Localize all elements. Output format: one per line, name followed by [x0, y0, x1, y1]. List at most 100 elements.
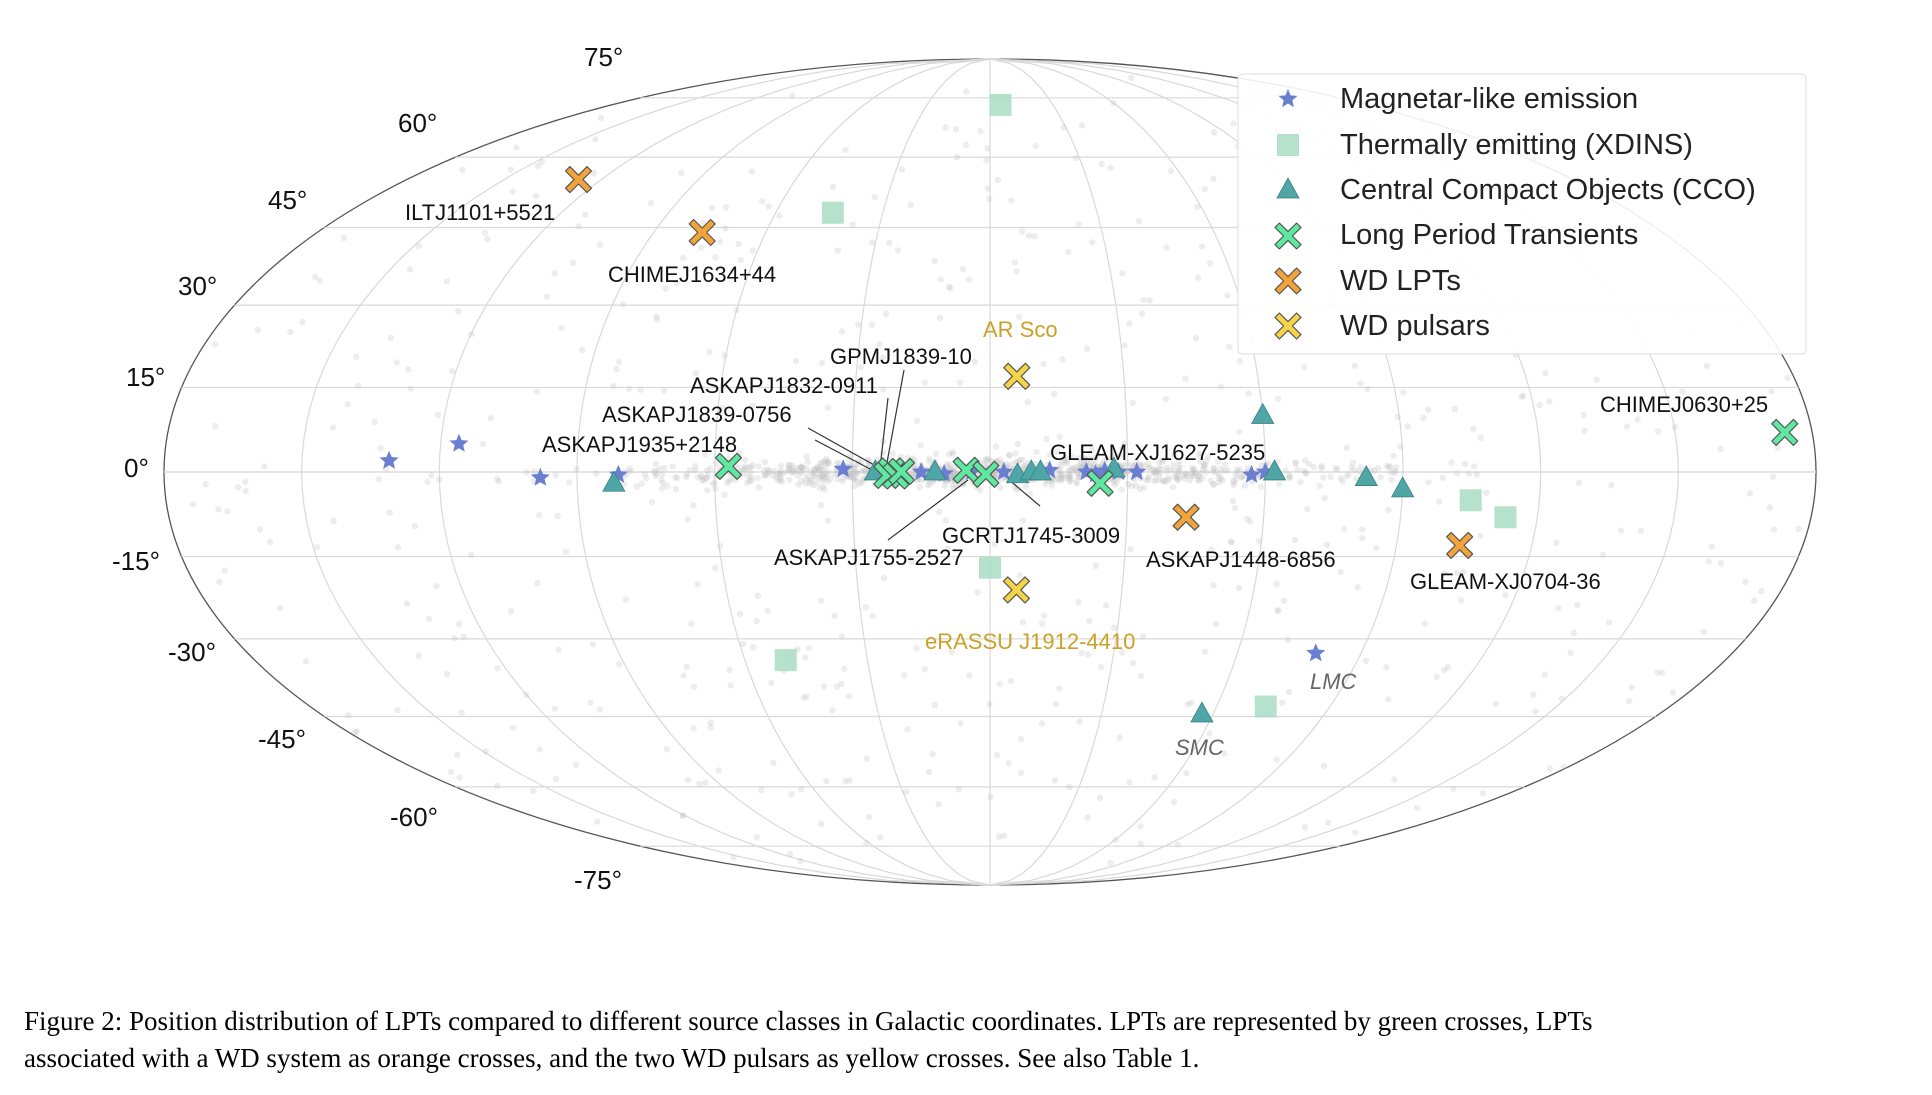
background-source-dot [1400, 389, 1407, 396]
background-source-dot [1065, 248, 1072, 256]
background-source-dot [803, 453, 810, 460]
background-source-dot [1116, 734, 1123, 741]
background-source-dot [996, 833, 1003, 840]
background-source-dot [1198, 243, 1206, 250]
background-source-dot [982, 456, 989, 463]
background-source-dot [1111, 450, 1119, 457]
background-source-dot [683, 663, 690, 670]
background-source-dot [948, 648, 955, 656]
legend-box [1237, 73, 1807, 355]
background-source-dot [797, 464, 804, 471]
background-source-dot [824, 404, 832, 411]
background-source-dot [1453, 470, 1461, 477]
label-askapj1832: ASKAPJ1832-0911 [690, 373, 878, 398]
background-source-dot [664, 482, 671, 489]
lat-tick-45: 45° [268, 185, 307, 215]
lpt-point [714, 452, 743, 480]
background-source-dot [1197, 458, 1205, 466]
background-source-dot [974, 589, 981, 596]
source-annotations: ILTJ1101+5521 CHIMEJ1634+44 AR Sco GPMJ1… [405, 200, 1768, 760]
background-source-dot [1177, 464, 1184, 472]
background-source-dot [819, 483, 827, 490]
background-source-dot [825, 459, 832, 467]
background-source-dot [1558, 695, 1566, 702]
background-source-dot [798, 786, 805, 793]
background-source-dot [1058, 475, 1066, 483]
background-source-dot [1073, 469, 1081, 476]
background-source-dot [1201, 185, 1208, 193]
background-source-dot [558, 324, 565, 332]
background-source-dot [1599, 551, 1607, 558]
background-source-dot [1210, 481, 1218, 488]
background-source-dot [534, 162, 542, 169]
background-source-dot [620, 301, 627, 308]
wd_lpt-point [564, 166, 593, 194]
background-source-dot [876, 341, 883, 348]
background-source-dot [345, 712, 352, 719]
background-source-dot [959, 265, 966, 272]
background-source-dot [1301, 824, 1309, 831]
background-source-dot [725, 477, 732, 485]
mollweide-sky-map: 75° 60° 45° 30° 15° 0° -15° -30° -45° -6… [112, 42, 1817, 895]
background-source-dot [459, 166, 466, 173]
background-source-dot [554, 512, 561, 519]
background-source-dot [1233, 475, 1240, 482]
background-source-dot [696, 780, 703, 788]
background-source-dot [698, 473, 705, 480]
background-source-dot [1058, 471, 1065, 478]
background-source-dot [1274, 607, 1281, 614]
background-source-dot [889, 450, 896, 457]
background-source-dot [596, 241, 604, 248]
background-source-dot [776, 212, 783, 219]
background-source-dot [1542, 369, 1549, 377]
background-source-dot [1203, 468, 1210, 476]
lat-tick-30: 30° [178, 271, 217, 301]
background-source-dot [851, 469, 859, 477]
background-source-dot [1703, 362, 1711, 370]
background-source-dot [1337, 474, 1344, 482]
background-source-dot [944, 463, 952, 470]
background-source-dot [1575, 479, 1583, 487]
background-source-dot [904, 726, 911, 733]
background-source-dot [1227, 538, 1234, 545]
leader-lines-layer [807, 369, 1041, 541]
background-source-dot [931, 257, 938, 265]
background-source-dot [743, 479, 751, 486]
background-source-dot [911, 472, 918, 479]
background-source-dot [1404, 423, 1412, 430]
background-source-dot [1129, 463, 1136, 470]
background-source-dot [1071, 466, 1079, 473]
background-source-dot [810, 469, 817, 476]
background-source-dot [1118, 270, 1126, 277]
background-source-dot [1174, 471, 1182, 478]
background-source-dot [777, 477, 784, 484]
background-source-dot [729, 267, 737, 275]
background-source-dot [302, 657, 310, 665]
background-source-dot [795, 481, 802, 488]
background-source-dot [683, 473, 690, 480]
background-source-dot [825, 468, 832, 476]
background-source-dot [1150, 470, 1157, 477]
background-source-dot [716, 542, 724, 550]
background-source-dot [953, 153, 961, 161]
lat-tick-15: 15° [126, 362, 165, 392]
background-source-dot [1098, 160, 1105, 168]
background-source-dot [1432, 584, 1439, 592]
background-source-dot [1439, 474, 1447, 481]
background-source-dot [879, 449, 887, 457]
background-source-dot [1043, 435, 1050, 443]
background-source-dot [587, 699, 594, 706]
background-source-dot [733, 306, 740, 314]
background-source-dot [858, 479, 865, 486]
longitude-gridline [576, 58, 991, 886]
background-source-dot [1204, 453, 1212, 461]
longitude-gridline [301, 58, 991, 886]
background-source-dot [1297, 478, 1304, 486]
label-iltj1101: ILTJ1101+5521 [405, 200, 555, 225]
background-source-dot [698, 244, 705, 251]
background-source-dot [1203, 457, 1210, 465]
background-source-dot [1132, 482, 1140, 489]
background-source-dot [924, 482, 932, 489]
background-source-dot [1628, 684, 1635, 691]
background-source-dot [852, 477, 860, 484]
